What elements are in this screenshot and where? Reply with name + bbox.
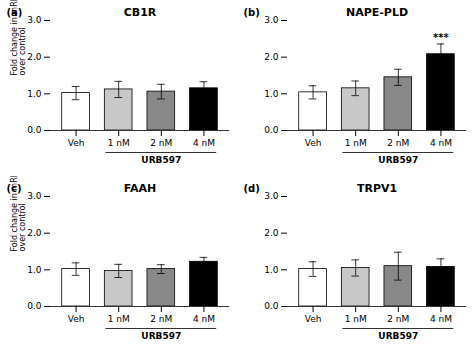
svg-text:***: *** — [433, 32, 449, 43]
svg-text:Fold change in mRNAover contro: Fold change in mRNAover control — [10, 0, 27, 76]
svg-text:4 nM: 4 nM — [430, 138, 452, 148]
svg-text:3.0: 3.0 — [27, 191, 42, 201]
svg-text:NAPE-PLD: NAPE-PLD — [346, 6, 408, 19]
svg-text:2 nM: 2 nM — [387, 138, 409, 148]
svg-text:1.0: 1.0 — [27, 89, 42, 99]
svg-text:(b): (b) — [244, 7, 260, 18]
svg-text:0.0: 0.0 — [27, 125, 42, 135]
svg-text:Veh: Veh — [305, 314, 322, 324]
svg-text:2 nM: 2 nM — [150, 138, 172, 148]
svg-text:2.0: 2.0 — [264, 228, 279, 238]
svg-text:Veh: Veh — [305, 138, 322, 148]
svg-text:2 nM: 2 nM — [150, 314, 172, 324]
svg-text:3.0: 3.0 — [27, 15, 42, 25]
svg-text:URB597: URB597 — [141, 331, 181, 341]
svg-text:2.0: 2.0 — [27, 228, 42, 238]
svg-text:URB597: URB597 — [141, 155, 181, 165]
svg-text:1 nM: 1 nM — [108, 138, 130, 148]
svg-text:2.0: 2.0 — [27, 52, 42, 62]
svg-text:4 nM: 4 nM — [193, 314, 215, 324]
svg-text:1 nM: 1 nM — [108, 314, 130, 324]
svg-text:3.0: 3.0 — [264, 191, 279, 201]
svg-text:Fold change in mRNAover contro: Fold change in mRNAover control — [10, 176, 27, 252]
svg-text:4 nM: 4 nM — [193, 138, 215, 148]
svg-text:(d): (d) — [244, 183, 260, 194]
svg-text:Veh: Veh — [68, 314, 85, 324]
svg-text:1 nM: 1 nM — [345, 314, 367, 324]
svg-text:1.0: 1.0 — [27, 265, 42, 275]
svg-text:4 nM: 4 nM — [430, 314, 452, 324]
svg-text:1 nM: 1 nM — [345, 138, 367, 148]
svg-text:(a): (a) — [6, 6, 23, 18]
svg-text:2 nM: 2 nM — [387, 314, 409, 324]
svg-text:0.0: 0.0 — [27, 301, 42, 311]
svg-text:URB597: URB597 — [378, 331, 418, 341]
svg-text:0.0: 0.0 — [264, 125, 279, 135]
svg-text:2.0: 2.0 — [264, 52, 279, 62]
svg-text:FAAH: FAAH — [124, 182, 156, 195]
svg-text:0.0: 0.0 — [264, 301, 279, 311]
svg-text:Veh: Veh — [68, 138, 85, 148]
svg-text:(c): (c) — [6, 182, 22, 194]
svg-text:URB597: URB597 — [378, 155, 418, 165]
svg-text:CB1R: CB1R — [124, 6, 157, 19]
svg-text:1.0: 1.0 — [264, 89, 279, 99]
svg-text:3.0: 3.0 — [264, 15, 279, 25]
svg-text:TRPV1: TRPV1 — [357, 182, 397, 195]
svg-text:1.0: 1.0 — [264, 265, 279, 275]
